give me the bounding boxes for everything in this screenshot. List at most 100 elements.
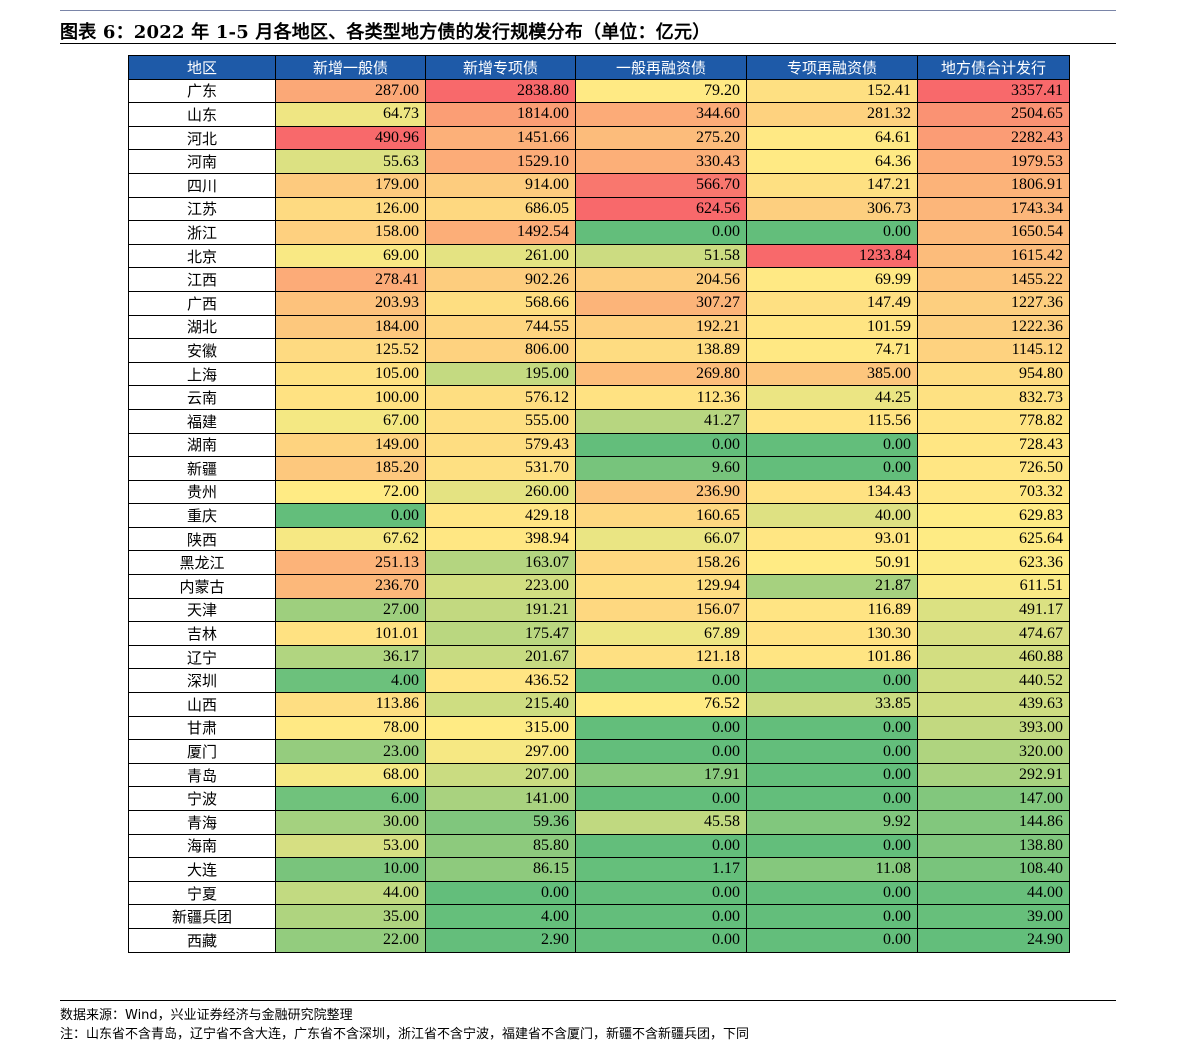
value-cell: 385.00 (746, 361, 918, 387)
table-header-row: 地区 新增一般债 新增专项债 一般再融资债 专项再融资债 地方债合计发行 (128, 55, 1070, 80)
table-row: 山西 113.86 215.40 76.52 33.85 439.63 (128, 692, 1070, 717)
table-row: 江苏 126.00 686.05 624.56 306.73 1743.34 (128, 196, 1070, 222)
value-cell: 0.00 (746, 220, 918, 245)
value-cell: 115.56 (746, 408, 918, 434)
value-cell: 79.20 (575, 78, 747, 104)
value-cell: 45.58 (575, 810, 747, 835)
table-row: 上海 105.00 195.00 269.80 385.00 954.80 (128, 361, 1070, 387)
region-cell: 吉林 (128, 621, 276, 646)
value-cell: 85.80 (425, 833, 576, 859)
value-cell: 67.89 (575, 621, 747, 646)
value-cell: 207.00 (425, 762, 576, 788)
value-cell: 686.05 (425, 196, 576, 222)
value-cell: 744.55 (425, 314, 576, 340)
value-cell: 3357.41 (917, 78, 1070, 104)
value-cell: 156.07 (575, 597, 747, 623)
value-cell: 130.30 (746, 621, 918, 646)
region-cell: 青岛 (128, 762, 276, 788)
region-cell: 江苏 (128, 196, 276, 222)
value-cell: 269.80 (575, 361, 747, 387)
value-cell: 53.00 (275, 833, 426, 859)
value-cell: 0.00 (575, 432, 747, 458)
value-cell: 1743.34 (917, 196, 1070, 222)
value-cell: 611.51 (917, 574, 1070, 599)
value-cell: 0.00 (746, 904, 918, 929)
value-cell: 0.00 (575, 668, 747, 694)
value-cell: 2.90 (425, 927, 576, 953)
table-row: 北京 69.00 261.00 51.58 1233.84 1615.42 (128, 243, 1070, 269)
value-cell: 30.00 (275, 810, 426, 835)
region-cell: 宁波 (128, 786, 276, 811)
value-cell: 902.26 (425, 267, 576, 292)
table-row: 大连 10.00 86.15 1.17 11.08 108.40 (128, 857, 1070, 882)
value-cell: 275.20 (575, 125, 747, 151)
value-cell: 320.00 (917, 739, 1070, 764)
value-cell: 175.47 (425, 621, 576, 646)
value-cell: 806.00 (425, 338, 576, 363)
value-cell: 78.00 (275, 715, 426, 741)
value-cell: 50.91 (746, 550, 918, 576)
value-cell: 0.00 (575, 739, 747, 764)
value-cell: 64.61 (746, 125, 918, 151)
value-cell: 629.83 (917, 503, 1070, 528)
region-cell: 山东 (128, 102, 276, 127)
value-cell: 0.00 (575, 220, 747, 245)
value-cell: 0.00 (746, 880, 918, 906)
value-cell: 0.00 (746, 927, 918, 953)
top-rule (60, 10, 1116, 11)
value-cell: 1529.10 (425, 149, 576, 174)
value-cell: 2504.65 (917, 102, 1070, 127)
value-cell: 27.00 (275, 597, 426, 623)
value-cell: 129.94 (575, 574, 747, 599)
table-row: 西藏 22.00 2.90 0.00 0.00 24.90 (128, 927, 1070, 953)
value-cell: 1233.84 (746, 243, 918, 269)
value-cell: 292.91 (917, 762, 1070, 788)
value-cell: 17.91 (575, 762, 747, 788)
value-cell: 0.00 (746, 715, 918, 741)
debt-issuance-table: 地区 新增一般债 新增专项债 一般再融资债 专项再融资债 地方债合计发行 广东 2… (128, 55, 1070, 953)
value-cell: 1451.66 (425, 125, 576, 151)
value-cell: 0.00 (575, 904, 747, 929)
value-cell: 55.63 (275, 149, 426, 174)
value-cell: 306.73 (746, 196, 918, 222)
region-cell: 青海 (128, 810, 276, 835)
value-cell: 86.15 (425, 857, 576, 882)
value-cell: 138.89 (575, 338, 747, 363)
region-cell: 深圳 (128, 668, 276, 694)
value-cell: 1979.53 (917, 149, 1070, 174)
value-cell: 251.13 (275, 550, 426, 576)
value-cell: 184.00 (275, 314, 426, 340)
value-cell: 223.00 (425, 574, 576, 599)
value-cell: 1227.36 (917, 290, 1070, 316)
value-cell: 69.99 (746, 267, 918, 292)
value-cell: 261.00 (425, 243, 576, 269)
value-cell: 204.56 (575, 267, 747, 292)
value-cell: 126.00 (275, 196, 426, 222)
table-row: 深圳 4.00 436.52 0.00 0.00 440.52 (128, 668, 1070, 694)
value-cell: 393.00 (917, 715, 1070, 741)
value-cell: 215.40 (425, 692, 576, 717)
region-cell: 大连 (128, 857, 276, 882)
value-cell: 35.00 (275, 904, 426, 929)
value-cell: 281.32 (746, 102, 918, 127)
value-cell: 531.70 (425, 456, 576, 481)
value-cell: 44.25 (746, 385, 918, 410)
region-cell: 浙江 (128, 220, 276, 245)
value-cell: 236.90 (575, 479, 747, 505)
region-cell: 福建 (128, 408, 276, 434)
value-cell: 33.85 (746, 692, 918, 717)
value-cell: 1222.36 (917, 314, 1070, 340)
table-row: 宁夏 44.00 0.00 0.00 0.00 44.00 (128, 880, 1070, 906)
figure-title: 图表 6：2022 年 1-5 月各地区、各类型地方债的发行规模分布（单位：亿元… (60, 22, 711, 43)
region-cell: 西藏 (128, 927, 276, 953)
region-cell: 甘肃 (128, 715, 276, 741)
value-cell: 0.00 (425, 880, 576, 906)
title-rule (60, 43, 1116, 44)
value-cell: 579.43 (425, 432, 576, 458)
value-cell: 0.00 (575, 880, 747, 906)
value-cell: 2838.80 (425, 78, 576, 104)
table-row: 湖南 149.00 579.43 0.00 0.00 728.43 (128, 432, 1070, 458)
table-row: 河北 490.96 1451.66 275.20 64.61 2282.43 (128, 125, 1070, 151)
value-cell: 0.00 (746, 432, 918, 458)
region-cell: 海南 (128, 833, 276, 859)
